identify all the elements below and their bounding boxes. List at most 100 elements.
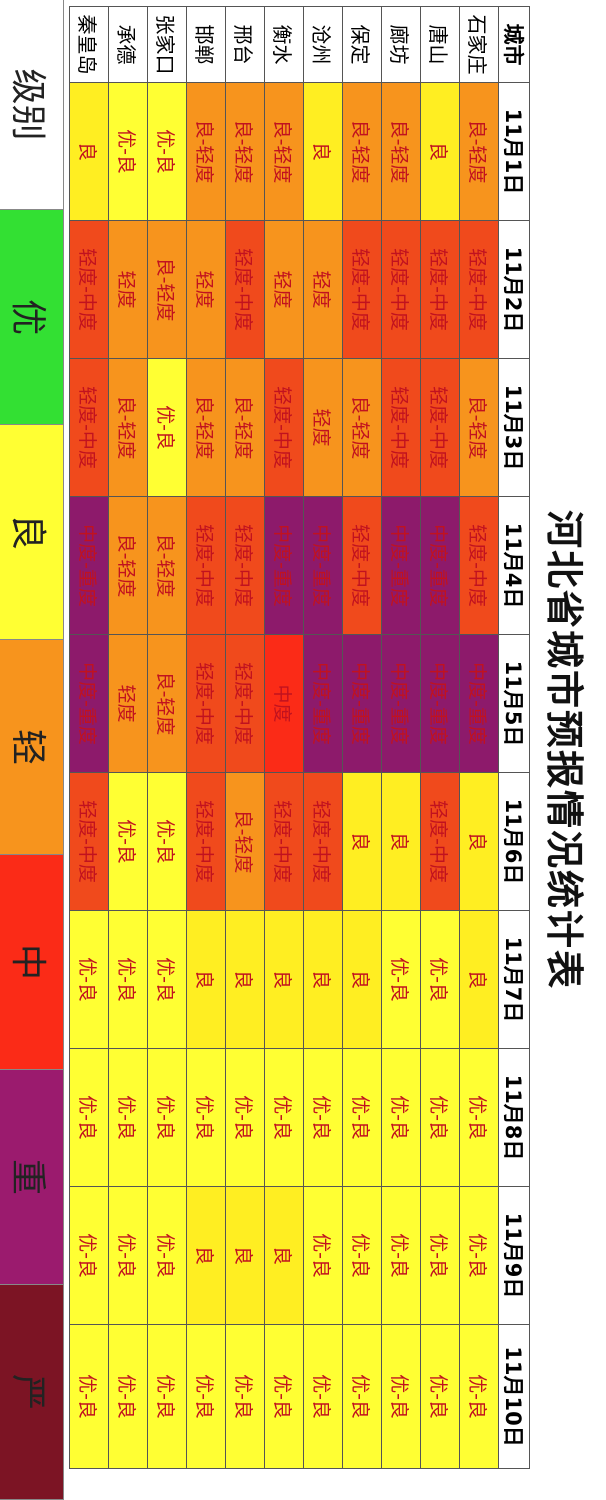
table-row: 承德 优-良 轻度 良-轻度 良-轻度 轻度 优-良 优-良 优-良 优-良 优-良 [108, 6, 148, 1469]
forecast-cell: 轻度 [303, 358, 343, 497]
forecast-cell: 良-轻度 [147, 496, 187, 635]
forecast-cell: 轻度-中度 [420, 772, 460, 911]
forecast-cell: 良 [69, 82, 109, 221]
legend-level-zhong: 中 [0, 855, 63, 1070]
forecast-cell: 良-轻度 [108, 496, 148, 635]
forecast-cell: 优-良 [264, 1048, 304, 1187]
level-legend: 级别 优 良 轻 中 重 严 [0, 0, 64, 1500]
forecast-cell: 优-良 [108, 1048, 148, 1187]
forecast-cell: 优-良 [459, 1324, 499, 1469]
forecast-cell: 轻度-中度 [420, 358, 460, 497]
forecast-cell: 中度-重度 [381, 496, 421, 635]
forecast-cell: 优-良 [381, 910, 421, 1049]
date-header: 11月8日 [498, 1048, 530, 1187]
forecast-cell: 良-轻度 [342, 82, 382, 221]
forecast-cell: 优-良 [420, 910, 460, 1049]
legend-level-you: 优 [0, 210, 63, 425]
city-column-header: 城市 [498, 6, 530, 83]
forecast-cell: 轻度-中度 [225, 496, 265, 635]
table-row: 廊坊 良-轻度 轻度-中度 轻度-中度 中度-重度 中度-重度良优-良 优-良 优-良 优-良 [381, 6, 421, 1469]
forecast-cell: 良-轻度 [264, 82, 304, 221]
table-row: 保定 良-轻度 轻度-中度 良-轻度 轻度-中度 中度-重度良良优-良 优-良 优-良 [342, 6, 382, 1469]
forecast-cell: 良 [264, 910, 304, 1049]
city-name-cell: 保定 [342, 6, 382, 83]
forecast-cell: 优-良 [108, 772, 148, 911]
city-name-cell: 衡水 [264, 6, 304, 83]
legend-title: 级别 [0, 0, 63, 210]
date-header: 11月7日 [498, 910, 530, 1049]
forecast-cell: 中度-重度 [69, 634, 109, 773]
forecast-cell: 优-良 [303, 1324, 343, 1469]
date-header: 11月2日 [498, 220, 530, 359]
city-name-cell: 承德 [108, 6, 148, 83]
forecast-cell: 良 [381, 772, 421, 911]
forecast-cell: 优-良 [186, 1324, 226, 1469]
forecast-cell: 良 [459, 910, 499, 1049]
city-name-cell: 唐山 [420, 6, 460, 83]
forecast-cell: 优-良 [69, 1186, 109, 1325]
forecast-cell: 良-轻度 [459, 358, 499, 497]
forecast-cell: 优-良 [108, 82, 148, 221]
forecast-cell: 轻度-中度 [225, 220, 265, 359]
forecast-cell: 优-良 [420, 1324, 460, 1469]
forecast-cell: 良 [420, 82, 460, 221]
forecast-cell: 轻度-中度 [381, 220, 421, 359]
forecast-cell: 优-良 [147, 358, 187, 497]
table-row: 衡水 良-轻度 轻度 轻度-中度 中度-重度 中度 轻度-中度良优-良良优-良 [264, 6, 304, 1469]
forecast-cell: 良-轻度 [147, 220, 187, 359]
forecast-cell: 优-良 [303, 1048, 343, 1187]
forecast-cell: 轻度-中度 [225, 634, 265, 773]
city-name-cell: 张家口 [147, 6, 187, 83]
forecast-cell: 优-良 [108, 1186, 148, 1325]
page-title: 河北省城市预报情况统计表 [542, 509, 587, 990]
table-row: 唐山良轻度-中度 轻度-中度 中度-重度 中度-重度 轻度-中度 优-良 优-良 优-良 优-良 [420, 6, 460, 1469]
city-name-cell: 秦皇岛 [69, 6, 109, 83]
forecast-cell: 良-轻度 [186, 358, 226, 497]
forecast-cell: 优-良 [225, 1048, 265, 1187]
city-name-cell: 沧州 [303, 6, 343, 83]
forecast-cell: 良 [303, 910, 343, 1049]
forecast-cell: 优-良 [342, 1048, 382, 1187]
legend-level-qing: 轻 [0, 640, 63, 855]
forecast-cell: 优-良 [342, 1186, 382, 1325]
forecast-cell: 良 [342, 910, 382, 1049]
forecast-cell: 良 [264, 1186, 304, 1325]
forecast-cell: 良-轻度 [108, 358, 148, 497]
date-header: 11月6日 [498, 772, 530, 911]
forecast-cell: 轻度-中度 [186, 772, 226, 911]
forecast-table: 城市 11月1日 11月2日 11月3日 11月4日 11月5日 11月6日 1… [69, 6, 530, 1469]
forecast-cell: 良 [459, 772, 499, 911]
forecast-cell: 优-良 [459, 1048, 499, 1187]
forecast-cell: 优-良 [69, 1048, 109, 1187]
forecast-cell: 良 [342, 772, 382, 911]
legend-level-yan: 严 [0, 1285, 63, 1500]
forecast-cell: 优-良 [420, 1048, 460, 1187]
forecast-cell: 优-良 [381, 1186, 421, 1325]
forecast-cell: 轻度 [264, 220, 304, 359]
forecast-cell: 中度-重度 [381, 634, 421, 773]
forecast-cell: 良-轻度 [186, 82, 226, 221]
forecast-cell: 中度-重度 [303, 634, 343, 773]
city-name-cell: 廊坊 [381, 6, 421, 83]
forecast-cell: 优-良 [342, 1324, 382, 1469]
table-row: 秦皇岛良轻度-中度 轻度-中度 中度-重度 中度-重度 轻度-中度 优-良 优-良 优-良 优-… [69, 6, 109, 1469]
forecast-cell: 良-轻度 [147, 634, 187, 773]
forecast-cell: 优-良 [381, 1048, 421, 1187]
forecast-cell: 轻度-中度 [69, 358, 109, 497]
forecast-cell: 良-轻度 [342, 358, 382, 497]
forecast-cell: 优-良 [147, 910, 187, 1049]
forecast-cell: 优-良 [147, 772, 187, 911]
forecast-cell: 轻度-中度 [186, 496, 226, 635]
forecast-cell: 优-良 [147, 1324, 187, 1469]
forecast-cell: 轻度 [108, 220, 148, 359]
header-row: 城市 11月1日 11月2日 11月3日 11月4日 11月5日 11月6日 1… [498, 6, 530, 1469]
forecast-cell: 良 [186, 1186, 226, 1325]
forecast-cell: 优-良 [108, 910, 148, 1049]
forecast-cell: 轻度-中度 [459, 220, 499, 359]
forecast-cell: 中度-重度 [303, 496, 343, 635]
forecast-cell: 优-良 [381, 1324, 421, 1469]
forecast-cell: 良 [225, 910, 265, 1049]
forecast-cell: 轻度-中度 [342, 496, 382, 635]
table-row: 邯郸 良-轻度 轻度 良-轻度 轻度-中度 轻度-中度 轻度-中度良优-良良优-良 [186, 6, 226, 1469]
forecast-cell: 轻度-中度 [459, 496, 499, 635]
